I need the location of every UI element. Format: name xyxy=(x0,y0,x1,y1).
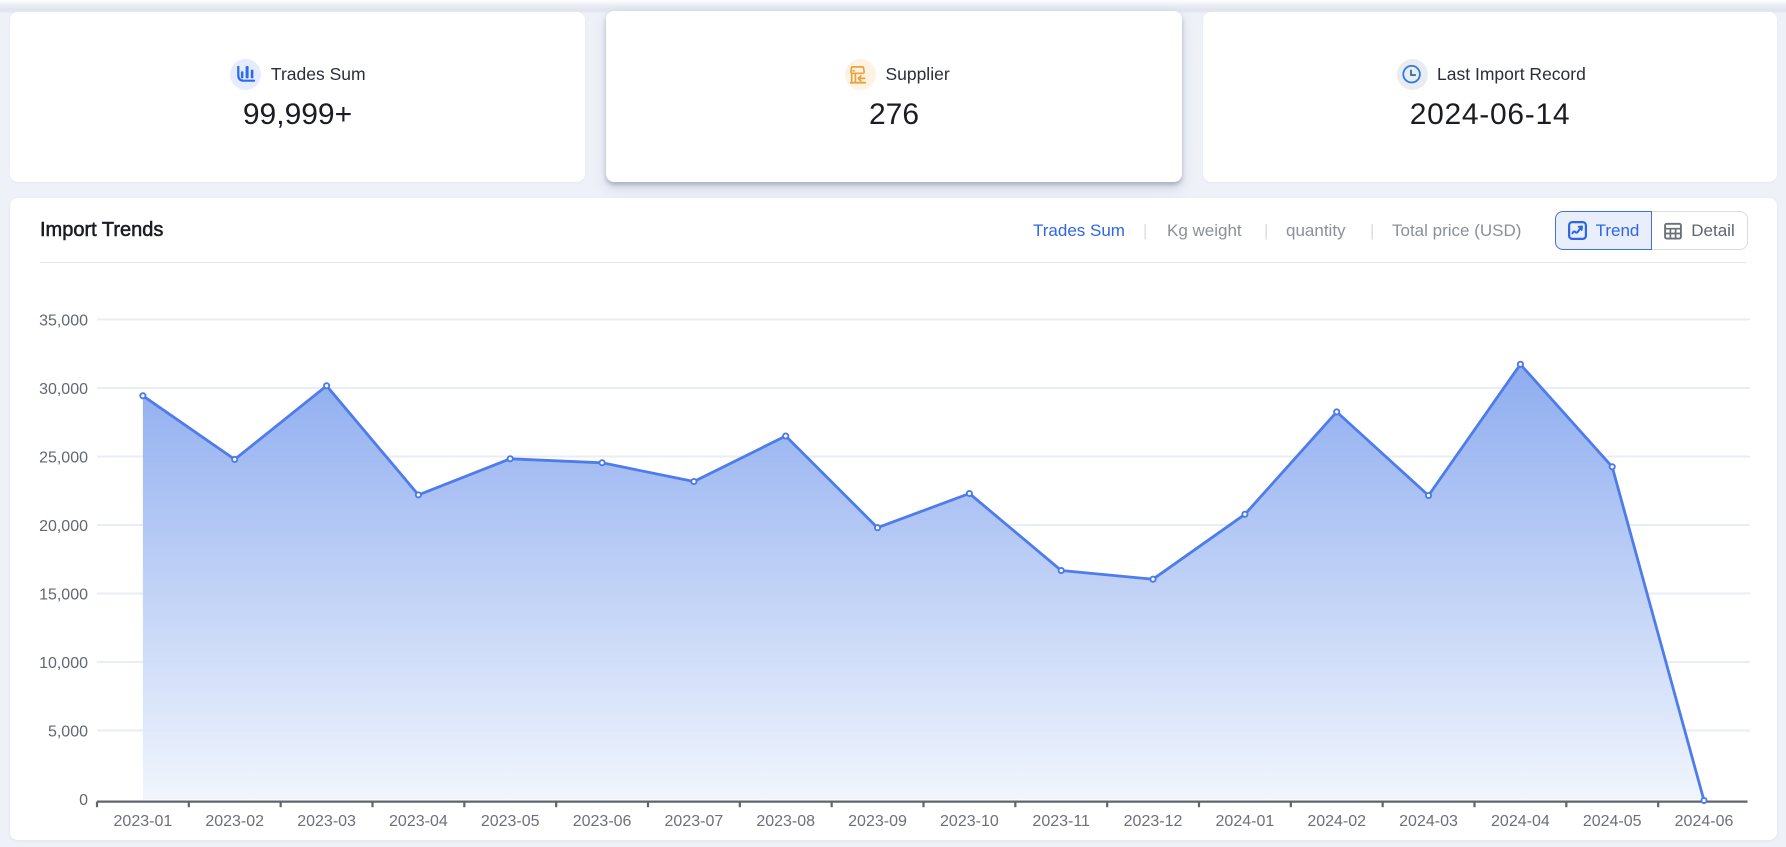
svg-text:30,000: 30,000 xyxy=(39,381,88,398)
svg-text:2023-01: 2023-01 xyxy=(114,813,173,830)
svg-text:20,000: 20,000 xyxy=(39,518,88,535)
svg-text:35,000: 35,000 xyxy=(39,313,88,330)
svg-text:2023-03: 2023-03 xyxy=(297,813,356,830)
svg-text:2023-02: 2023-02 xyxy=(205,813,264,830)
svg-text:2023-10: 2023-10 xyxy=(940,813,999,830)
svg-text:2024-05: 2024-05 xyxy=(1583,813,1642,830)
svg-text:2023-04: 2023-04 xyxy=(389,813,448,830)
svg-text:2024-06: 2024-06 xyxy=(1675,813,1734,830)
svg-text:2024-03: 2024-03 xyxy=(1399,813,1458,830)
svg-text:5,000: 5,000 xyxy=(48,724,88,741)
svg-text:0: 0 xyxy=(79,792,88,809)
svg-text:15,000: 15,000 xyxy=(39,587,88,604)
svg-text:2023-05: 2023-05 xyxy=(481,813,540,830)
svg-text:2023-07: 2023-07 xyxy=(665,813,724,830)
svg-text:2023-11: 2023-11 xyxy=(1032,813,1090,830)
svg-text:2024-01: 2024-01 xyxy=(1216,813,1275,830)
svg-text:2024-02: 2024-02 xyxy=(1307,813,1366,830)
svg-text:2023-08: 2023-08 xyxy=(756,813,815,830)
svg-text:2023-09: 2023-09 xyxy=(848,813,907,830)
svg-text:2024-04: 2024-04 xyxy=(1491,813,1550,830)
svg-text:25,000: 25,000 xyxy=(39,450,88,467)
svg-text:2023-06: 2023-06 xyxy=(573,813,632,830)
svg-text:10,000: 10,000 xyxy=(39,655,88,672)
svg-text:2023-12: 2023-12 xyxy=(1124,813,1183,830)
